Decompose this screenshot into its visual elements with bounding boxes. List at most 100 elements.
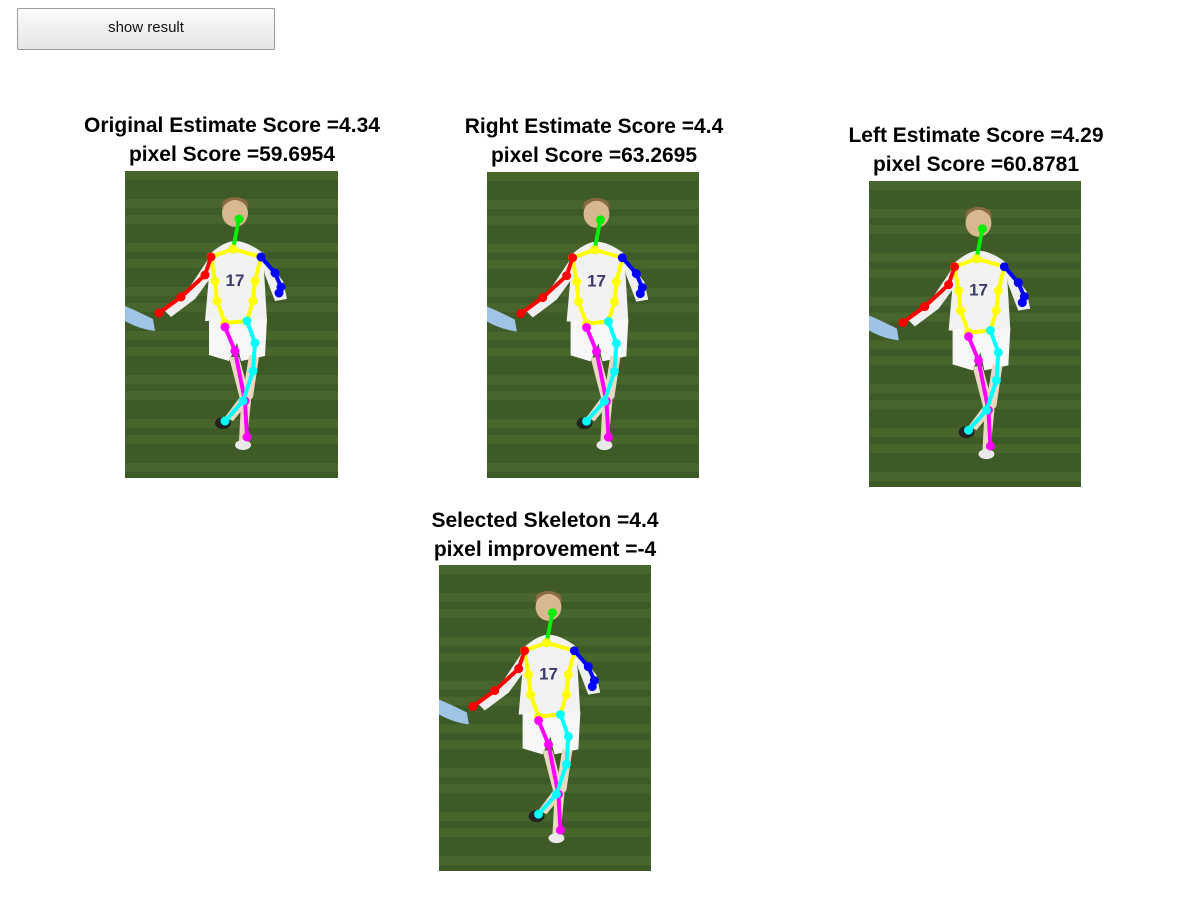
grass-stripe	[439, 768, 651, 778]
jersey-number: 17	[539, 665, 558, 684]
skeleton-left-leg-joint	[534, 809, 544, 819]
skeleton-head-joint	[234, 214, 244, 224]
skeleton-left-arm-joint	[569, 646, 579, 656]
original-title: Original Estimate Score =4.34 pixel Scor…	[62, 111, 402, 169]
skeleton-head-joint	[595, 215, 605, 225]
grass-stripe	[487, 463, 699, 473]
skeleton-torso-joint	[574, 297, 584, 307]
skeleton-left-leg-joint	[991, 375, 1001, 385]
skeleton-head-joint	[547, 608, 557, 618]
player-figure: 17	[154, 197, 287, 450]
player-boot-right	[548, 833, 565, 844]
player-hair	[534, 590, 563, 603]
skeleton-left-leg-joint	[611, 338, 621, 348]
skeleton-right-leg-joint	[985, 441, 995, 451]
grass-stripe	[125, 375, 338, 384]
skeleton-torso-joint	[972, 254, 981, 264]
right-score-label: Right Estimate Score =4.4	[464, 115, 724, 138]
player-figure: 17	[468, 590, 601, 844]
grass-stripe	[487, 391, 699, 401]
skeleton-left-leg-joint	[561, 759, 571, 769]
skeleton-torso-joint	[609, 297, 619, 307]
left-estimate-image: 17	[869, 181, 1081, 487]
neighbor-arm	[439, 699, 469, 725]
skeleton-right-leg	[966, 334, 993, 449]
player-boot-right	[235, 440, 251, 450]
skeleton-torso-joint	[210, 276, 220, 286]
original-skeleton-figure: 17	[125, 171, 338, 478]
grass-stripe	[869, 472, 1081, 482]
skeleton-left-leg-joint	[603, 317, 613, 326]
right-estimate-image: 17	[487, 172, 699, 478]
skeleton-torso	[522, 640, 577, 719]
grass-stripe	[869, 428, 1081, 438]
jersey-number: 17	[969, 281, 988, 300]
grass-stripe	[439, 856, 651, 866]
skeleton-right-leg-joint	[242, 432, 252, 442]
grass-stripe	[439, 828, 651, 838]
skeleton-right-arm-joint	[206, 252, 216, 262]
skeleton-torso-joint	[563, 670, 573, 680]
original-score-label: Original Estimate Score =4.34	[84, 114, 380, 137]
skeleton-left-arm-joint	[1017, 298, 1027, 308]
skeleton-torso-joint	[524, 670, 534, 680]
skeleton-right-leg-joint	[555, 825, 565, 835]
skeleton-right-arm-joint	[490, 686, 500, 696]
skeleton-right-arm-joint	[520, 646, 530, 656]
skeleton-right-arm	[157, 255, 213, 315]
skeleton-right-arm-joint	[176, 292, 186, 302]
skeleton-right-leg-joint	[220, 322, 230, 332]
skeleton-left-leg-joint	[993, 347, 1003, 357]
grass-stripe	[125, 419, 338, 428]
grass-stripe	[125, 463, 338, 472]
left-score-label: Left Estimate Score =4.29	[848, 124, 1104, 147]
grass-stripe	[125, 435, 338, 444]
player-figure: 17	[516, 197, 649, 451]
skeleton-right-leg-joint	[544, 739, 553, 749]
skeleton-head	[974, 226, 985, 261]
skeleton-right-leg	[584, 325, 611, 440]
skeleton-right-arm-joint	[514, 664, 524, 674]
skeleton-left-leg-joint	[599, 396, 609, 406]
skeleton-left-arm-joint	[256, 252, 266, 262]
skeleton-right-arm	[518, 255, 575, 316]
skeleton-right-arm-joint	[154, 308, 164, 318]
skeleton-torso-joint	[611, 277, 621, 287]
selected-title: Selected Skeleton =4.4 pixel improvement…	[375, 506, 715, 564]
grass-stripe	[869, 400, 1081, 410]
player-boot-right	[596, 440, 613, 451]
player-hair	[964, 206, 993, 219]
skeleton-torso-joint	[542, 638, 551, 648]
skeleton-torso-joint	[248, 296, 258, 306]
skeleton-right-arm-joint	[568, 253, 578, 263]
skeleton-left-leg-joint	[551, 789, 561, 799]
selected-score-label: Selected Skeleton =4.4	[431, 509, 659, 532]
skeleton-torso-joint	[993, 286, 1003, 296]
skeleton-left-arm-joint	[587, 682, 597, 692]
player-hair	[221, 197, 249, 209]
player-figure: 17	[898, 206, 1031, 460]
skeleton-torso	[209, 247, 263, 325]
grass-stripe	[487, 172, 699, 181]
skeleton-left-arm-joint	[270, 268, 280, 278]
jersey-number: 17	[226, 271, 245, 290]
neighbor-arm	[125, 306, 155, 331]
skeleton-head	[231, 217, 241, 251]
skeleton-left-leg-joint	[609, 366, 619, 376]
skeleton-left-leg-joint	[964, 425, 974, 435]
skeleton-right-arm	[470, 648, 527, 709]
grass-stripe	[439, 784, 651, 794]
skeleton-right-leg-joint	[974, 355, 983, 365]
show-result-button[interactable]: show result	[17, 8, 275, 50]
skeleton-right-leg-joint	[603, 432, 613, 442]
grass-stripe	[487, 419, 699, 429]
skeleton-right-leg-joint	[964, 332, 974, 341]
player-hair	[582, 197, 611, 210]
skeleton-right-arm-joint	[898, 318, 908, 328]
skeleton-right-arm-joint	[516, 309, 526, 319]
skeleton-right-arm-joint	[562, 271, 572, 281]
skeleton-torso	[570, 247, 625, 326]
skeleton-head	[592, 217, 603, 252]
neighbor-arm	[869, 315, 899, 341]
skeleton-head	[544, 610, 555, 645]
